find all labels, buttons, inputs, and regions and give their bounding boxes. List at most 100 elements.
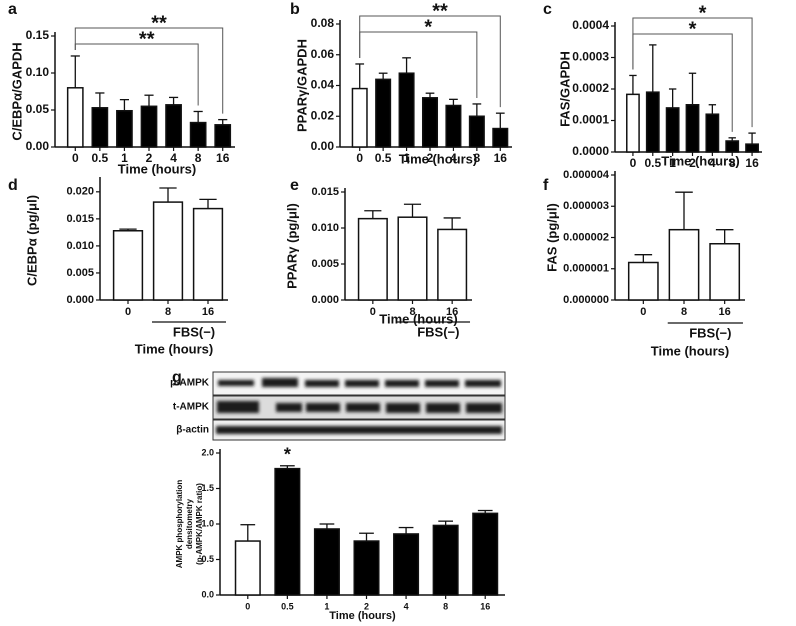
panel-label: f [543, 177, 549, 194]
bar [66, 87, 84, 148]
x-tick-label: 16 [745, 156, 759, 170]
x-tick-label: 8 [409, 306, 415, 318]
blot-band [217, 401, 259, 413]
blot-band [306, 403, 340, 412]
x-axis-label: Time (hours) [118, 161, 197, 176]
bar [665, 107, 680, 153]
bar [375, 78, 392, 148]
x-tick-label: 8 [681, 306, 687, 318]
significance-bracket [359, 15, 501, 108]
y-tick-label: 0.05 [26, 102, 50, 116]
x-tick-label: 0.5 [92, 151, 109, 165]
y-tick-label: 0.005 [66, 267, 94, 279]
y-tick-label: 2.0 [201, 447, 214, 457]
y-tick-label: 0.000001 [563, 263, 609, 275]
panel-label: d [8, 177, 18, 194]
y-axis-label: FAS (pg/μl) [544, 203, 559, 272]
y-tick-label: 0.000000 [563, 294, 609, 306]
y-tick-label: 0.000 [311, 294, 339, 306]
significance: ** [151, 12, 167, 34]
y-axis-label: PPARγ (pg/μl) [284, 203, 299, 289]
y-axis-label: C/EBPα/GAPDH [9, 42, 24, 140]
y-axis-label: C/EBPα (pg/μl) [24, 195, 39, 286]
y-tick-label: 1.5 [201, 483, 214, 493]
significance-bracket [632, 17, 753, 128]
y-axis-label: AMPK phosphorylation [175, 480, 184, 569]
significance-bracket [74, 43, 199, 106]
x-axis-label: Time (hours) [399, 151, 478, 166]
y-tick-label: 0.000002 [563, 231, 609, 243]
x-tick-label: 16 [719, 306, 731, 318]
significance: * [689, 18, 697, 40]
bar [165, 104, 182, 148]
x-tick-label: 1 [121, 151, 128, 165]
blot-band [346, 403, 380, 412]
x-tick-label: 0.5 [281, 601, 294, 611]
x-tick-label: 4 [170, 151, 177, 165]
bar [351, 87, 368, 148]
blot-band [425, 380, 459, 387]
bar [437, 228, 468, 301]
y-tick-label: 0.0 [201, 589, 214, 599]
x-tick-label: 1 [403, 151, 410, 165]
bar [91, 107, 109, 148]
panel-label: b [290, 1, 300, 18]
x-tick-label: 16 [202, 306, 214, 318]
bar [397, 216, 428, 301]
blot-band [465, 380, 501, 387]
x-tick-label: 16 [480, 601, 490, 611]
significance-bracket [74, 27, 224, 114]
bar [421, 97, 439, 148]
y-axis-label: (p-AMPK/AMPK ratio) [195, 483, 204, 565]
y-tick-label: 0.00 [26, 139, 50, 153]
bar [468, 115, 485, 148]
x-tick-label: 0 [356, 151, 363, 165]
panel-label: e [290, 177, 299, 194]
significance: * [284, 445, 291, 465]
x-tick-label: 0 [630, 156, 637, 170]
blot-band [218, 380, 254, 386]
x-tick-label: 0 [370, 306, 376, 318]
x-axis-label: Time (hours) [135, 341, 214, 356]
group-label: FBS(−) [689, 325, 731, 340]
x-tick-label: 0.5 [375, 151, 392, 165]
x-axis-label: Time (hours) [379, 311, 458, 326]
bar [112, 230, 144, 301]
bar [745, 143, 759, 153]
blot-label: t-AMPK [173, 402, 210, 413]
blot-label: p-AMPK [170, 378, 210, 389]
x-tick-label: 2 [689, 156, 696, 170]
y-tick-label: 0.010 [311, 222, 339, 234]
x-tick-label: 0.5 [644, 156, 661, 170]
y-tick-label: 0.000 [66, 294, 94, 306]
bar [492, 127, 509, 148]
bar [627, 261, 659, 301]
y-tick-label: 0.08 [311, 16, 335, 30]
blot-band [385, 380, 419, 387]
blot-band [276, 403, 302, 412]
x-tick-label: 8 [474, 151, 481, 165]
y-tick-label: 0.0002 [572, 81, 609, 95]
bar [313, 528, 340, 596]
y-tick-label: 0.02 [311, 108, 335, 122]
bar [353, 540, 380, 596]
group-label: FBS(−) [173, 324, 215, 339]
western-blot [212, 371, 506, 441]
bar [214, 124, 232, 148]
x-tick-label: 8 [443, 601, 448, 611]
y-tick-label: 0.0003 [572, 50, 609, 64]
bar [274, 467, 301, 596]
x-tick-label: 8 [165, 306, 171, 318]
y-tick-label: 0.000003 [563, 200, 609, 212]
significance: * [699, 2, 707, 24]
y-tick-label: 0.000004 [563, 169, 610, 181]
y-tick-label: 0.0000 [572, 144, 609, 158]
x-tick-label: 4 [404, 601, 409, 611]
blot-band [466, 403, 502, 413]
x-tick-label: 2 [427, 151, 434, 165]
significance: * [424, 16, 432, 38]
x-tick-label: 1 [669, 156, 676, 170]
y-tick-label: 0.010 [66, 240, 94, 252]
y-axis-label: FAS/GAPDH [557, 51, 572, 127]
bar [445, 104, 462, 148]
